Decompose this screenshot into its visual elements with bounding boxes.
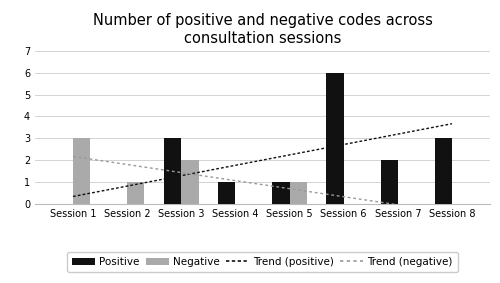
Bar <box>434 138 452 204</box>
Bar <box>182 160 198 204</box>
Bar <box>218 182 236 204</box>
Bar <box>326 73 344 204</box>
Title: Number of positive and negative codes across
consultation sessions: Number of positive and negative codes ac… <box>92 13 432 46</box>
Bar <box>380 160 398 204</box>
Bar <box>73 138 90 204</box>
Bar <box>290 182 307 204</box>
Bar <box>127 182 144 204</box>
Bar <box>272 182 289 204</box>
Legend: Positive, Negative, Trend (positive), Trend (negative): Positive, Negative, Trend (positive), Tr… <box>67 252 458 272</box>
Bar <box>164 138 182 204</box>
